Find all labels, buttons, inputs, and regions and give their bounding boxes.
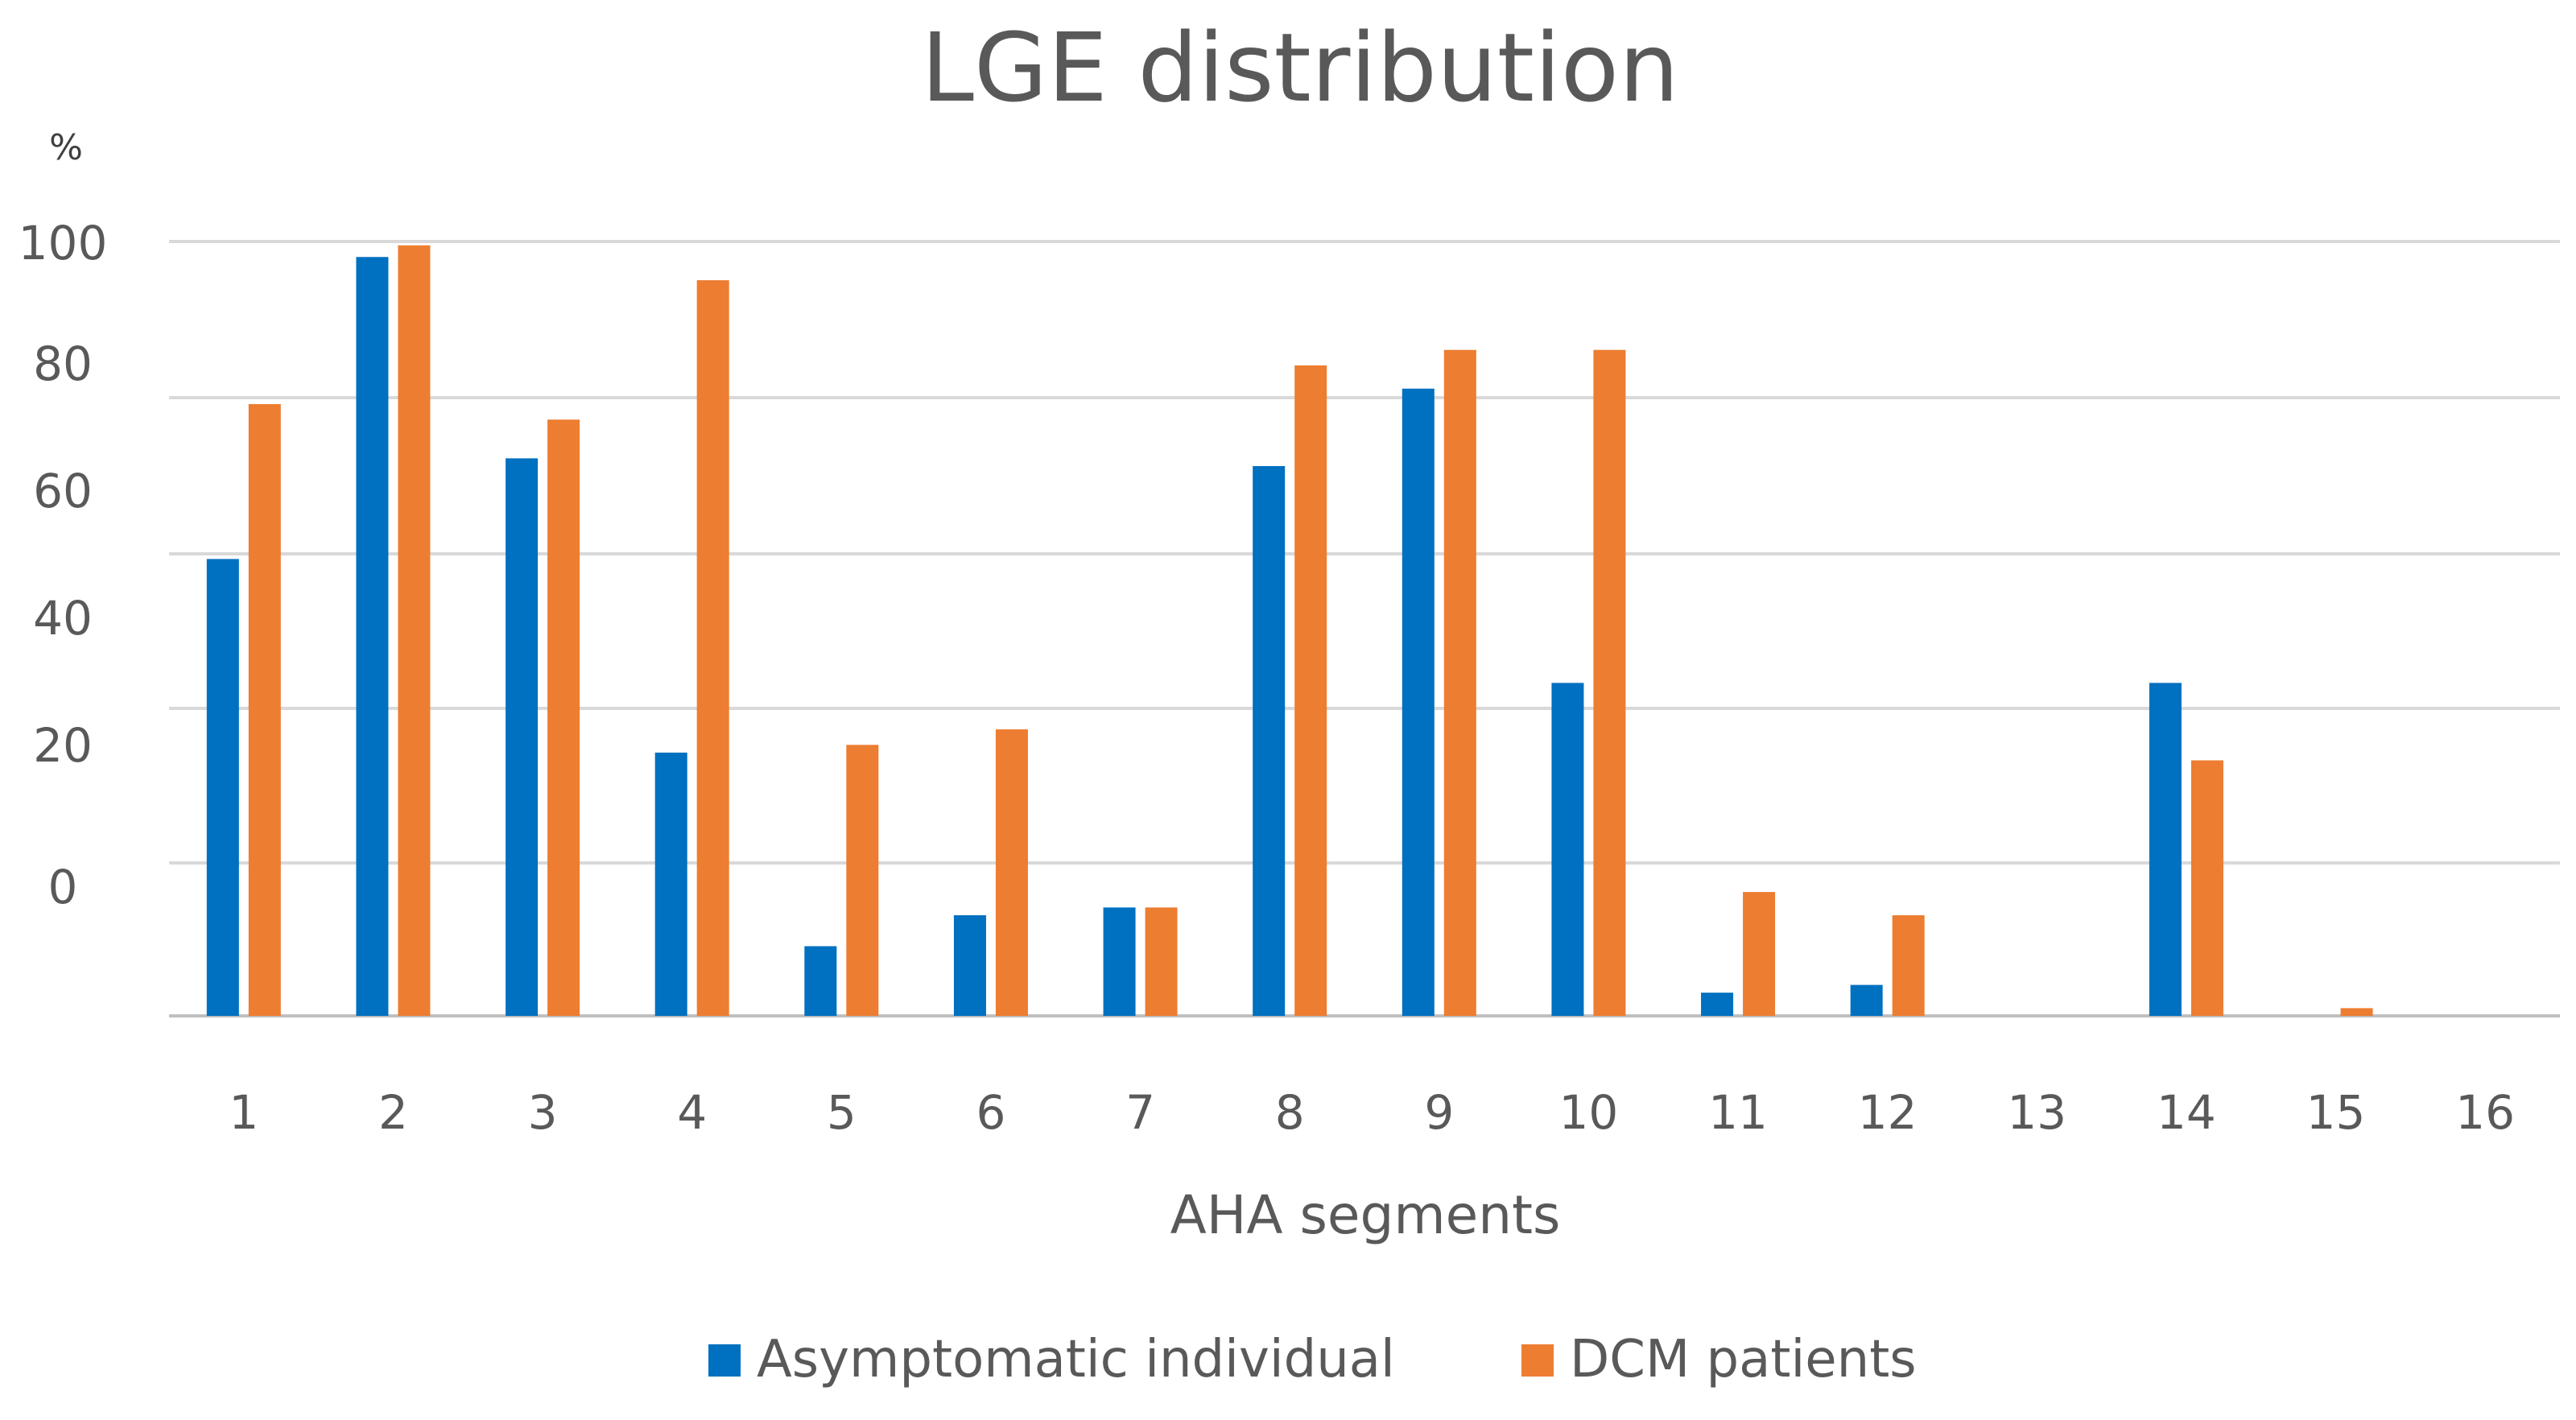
x-tick-label: 7	[1125, 1085, 1155, 1140]
x-tick-label: 11	[1708, 1085, 1768, 1140]
x-tick-label: 16	[2455, 1085, 2515, 1140]
x-tick-label: 6	[976, 1085, 1005, 1140]
legend-swatch-dcm	[1521, 1344, 1554, 1377]
chart-title: LGE distribution	[921, 12, 1679, 123]
bar-dcm-segment-14	[2190, 760, 2223, 1016]
bar-asymptomatic-segment-5	[804, 946, 837, 1016]
x-axis-tick-labels: 1 2 3 4 5 6 7 8 9 10 11 12 13 14 15 16	[229, 1085, 2515, 1140]
x-tick-label: 14	[2157, 1085, 2216, 1140]
y-tick-label: 0	[48, 860, 78, 914]
bar-asymptomatic-segment-3	[506, 458, 539, 1016]
x-tick-label: 12	[1858, 1085, 1918, 1140]
x-tick-label: 5	[827, 1085, 857, 1140]
legend: Asymptomatic individual DCM patients	[708, 1330, 1917, 1389]
x-tick-label: 15	[2306, 1085, 2366, 1140]
legend-label-dcm: DCM patients	[1570, 1330, 1917, 1389]
y-tick-label: 100	[19, 216, 108, 270]
x-tick-label: 1	[229, 1085, 258, 1140]
bar-asymptomatic-segment-8	[1253, 465, 1286, 1016]
bar-dcm-segment-1	[248, 404, 281, 1016]
y-tick-label: 40	[33, 591, 93, 646]
bar-dcm-segment-15	[2340, 1008, 2373, 1016]
y-tick-label: 20	[33, 718, 93, 773]
x-tick-label: 2	[378, 1085, 408, 1140]
legend-label-asymptomatic: Asymptomatic individual	[757, 1330, 1395, 1389]
bar-dcm-segment-2	[398, 245, 431, 1016]
bar-dcm-segment-7	[1145, 907, 1178, 1016]
bar-asymptomatic-segment-6	[953, 914, 986, 1016]
bar-asymptomatic-segment-11	[1701, 993, 1734, 1016]
x-axis-title: AHA segments	[1170, 1184, 1561, 1246]
x-tick-label: 3	[528, 1085, 558, 1140]
bar-asymptomatic-segment-4	[654, 752, 687, 1016]
bar-asymptomatic-segment-10	[1551, 683, 1584, 1016]
legend-swatch-asymptomatic	[708, 1344, 741, 1377]
bar-asymptomatic-segment-7	[1103, 907, 1136, 1016]
bars	[206, 245, 2373, 1017]
bar-asymptomatic-segment-14	[2149, 683, 2182, 1016]
x-tick-label: 4	[677, 1085, 707, 1140]
bar-dcm-segment-8	[1294, 365, 1327, 1016]
bar-asymptomatic-segment-1	[206, 559, 239, 1016]
bar-dcm-segment-6	[995, 729, 1028, 1016]
y-axis-tick-labels: 0 20 40 60 80 100	[19, 216, 108, 914]
x-tick-label: 9	[1424, 1085, 1454, 1140]
x-tick-label: 8	[1275, 1085, 1305, 1140]
bar-dcm-segment-12	[1892, 914, 1925, 1016]
bar-dcm-segment-11	[1743, 892, 1776, 1016]
x-tick-label: 13	[2007, 1085, 2066, 1140]
bar-dcm-segment-10	[1593, 349, 1626, 1016]
y-axis-unit-label: %	[49, 127, 83, 168]
bar-dcm-segment-4	[696, 280, 729, 1017]
y-tick-label: 60	[33, 464, 93, 518]
bar-dcm-segment-3	[547, 419, 580, 1016]
bar-asymptomatic-segment-9	[1402, 388, 1435, 1016]
x-tick-label: 10	[1559, 1085, 1619, 1140]
y-tick-label: 80	[33, 336, 93, 391]
bar-asymptomatic-segment-12	[1850, 985, 1883, 1016]
bar-dcm-segment-9	[1443, 349, 1476, 1016]
bar-dcm-segment-5	[846, 745, 879, 1016]
bar-asymptomatic-segment-2	[356, 257, 389, 1016]
